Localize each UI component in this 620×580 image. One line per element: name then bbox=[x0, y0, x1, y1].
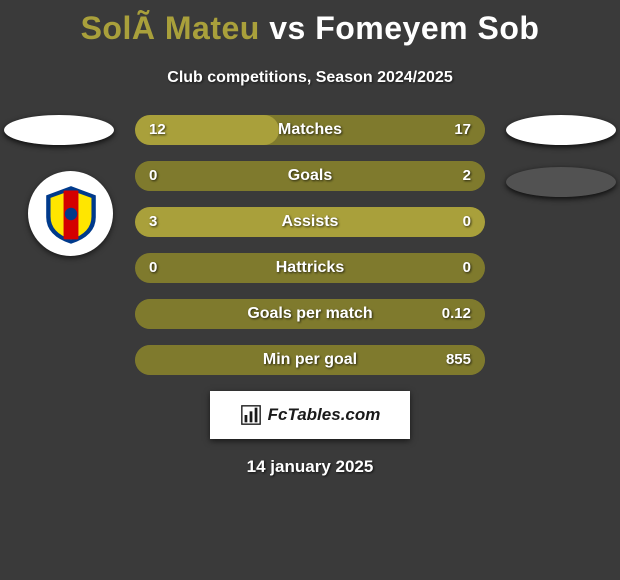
stat-row: 30Assists bbox=[135, 207, 485, 237]
vs-text: vs bbox=[269, 10, 306, 46]
left-ellipse-top bbox=[4, 115, 114, 145]
stat-label: Min per goal bbox=[135, 345, 485, 375]
stat-bars: 1217Matches 02Goals 30Assists 00Hattricks 0.… bbox=[135, 115, 485, 375]
stat-label: Matches bbox=[135, 115, 485, 145]
player2-name: Fomeyem Sob bbox=[315, 10, 539, 46]
right-ellipse-bottom bbox=[506, 167, 616, 197]
page-title: SolÃ Mateu vs Fomeyem Sob bbox=[0, 0, 620, 47]
brand-text: FcTables.com bbox=[268, 405, 381, 425]
stat-label: Assists bbox=[135, 207, 485, 237]
stat-label: Goals bbox=[135, 161, 485, 191]
right-ellipse-top bbox=[506, 115, 616, 145]
comparison-panel: 1217Matches 02Goals 30Assists 00Hattricks 0.… bbox=[0, 115, 620, 375]
crest-svg bbox=[40, 183, 102, 245]
date-text: 14 january 2025 bbox=[0, 457, 620, 477]
player1-name: SolÃ Mateu bbox=[81, 10, 260, 46]
subtitle: Club competitions, Season 2024/2025 bbox=[0, 69, 620, 87]
stat-row: 0.12Goals per match bbox=[135, 299, 485, 329]
villarreal-crest-icon bbox=[28, 171, 113, 256]
stat-label: Goals per match bbox=[135, 299, 485, 329]
stat-row: 855Min per goal bbox=[135, 345, 485, 375]
stat-row: 02Goals bbox=[135, 161, 485, 191]
stat-row: 00Hattricks bbox=[135, 253, 485, 283]
stat-label: Hattricks bbox=[135, 253, 485, 283]
brand-box: FcTables.com bbox=[210, 391, 410, 439]
stat-row: 1217Matches bbox=[135, 115, 485, 145]
brand-chart-icon bbox=[240, 404, 262, 426]
